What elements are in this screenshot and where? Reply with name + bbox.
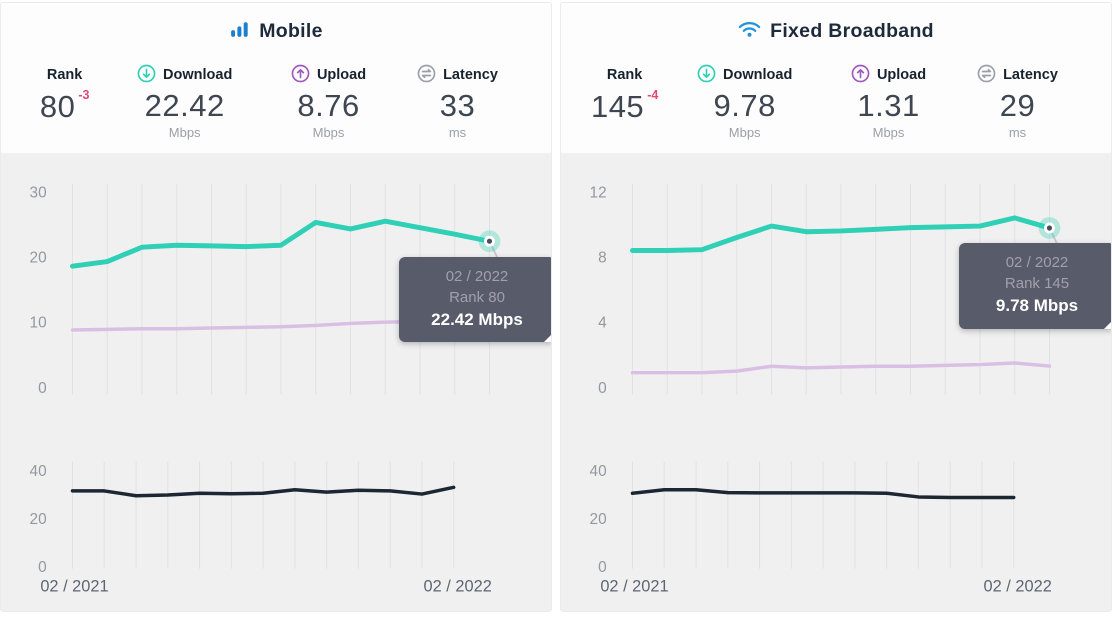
latency-value: 29 — [999, 88, 1036, 123]
stat-latency: Latency 29 ms — [958, 64, 1077, 141]
panel-title: Fixed Broadband — [770, 19, 934, 42]
latency-unit: ms — [1008, 125, 1027, 141]
y-tick-label: 20 — [590, 511, 607, 528]
download-icon — [137, 64, 156, 87]
upload-value: 8.76 — [297, 88, 360, 123]
fixed-chart-tooltip: 02 / 2022 Rank 145 9.78 Mbps — [959, 243, 1111, 330]
x-axis-end-label: 02 / 2022 — [984, 578, 1052, 596]
y-tick-label: 0 — [38, 559, 47, 576]
tooltip-date: 02 / 2022 — [1005, 254, 1069, 272]
upload-icon — [851, 64, 870, 87]
mobile-title-row: Mobile — [1, 16, 551, 46]
fixed-stats-row: Rank 145 -4 Download 9.78 Mbps — [561, 64, 1111, 141]
wifi-icon — [738, 19, 761, 43]
upload-series-line — [630, 361, 1052, 375]
mobile-stats-row: Rank 80 -3 Download 22.42 Mbps — [1, 64, 551, 141]
mobile-chart-zone: 0 10 20 30 0 20 40 02 / 2021 02 / 2022 02 / 202… — [1, 153, 552, 612]
tooltip-date: 02 / 2022 — [445, 267, 509, 285]
download-label: Download — [723, 67, 793, 83]
download-value: 9.78 — [713, 88, 776, 123]
stat-latency: Latency 33 ms — [398, 64, 517, 141]
rank-label: Rank — [46, 67, 83, 83]
stat-rank: Rank 145 -4 — [579, 65, 670, 140]
y-tick-label: 0 — [598, 380, 607, 397]
y-tick-label: 20 — [30, 511, 47, 528]
y-tick-label: 0 — [38, 380, 47, 397]
y-tick-label: 30 — [30, 184, 47, 201]
latency-value: 33 — [439, 88, 476, 123]
download-series-line — [70, 218, 492, 269]
y-tick-label: 8 — [598, 249, 607, 266]
stat-download: Download 22.42 Mbps — [110, 64, 259, 141]
upload-unit: Mbps — [312, 125, 345, 141]
upload-icon — [291, 64, 310, 87]
rank-label: Rank — [606, 67, 643, 83]
latency-icon — [977, 64, 996, 87]
y-tick-label: 12 — [590, 184, 607, 201]
marker-dot — [1046, 225, 1053, 231]
download-label: Download — [163, 67, 233, 83]
stat-upload: Upload 8.76 Mbps — [259, 64, 398, 141]
rank-value: 145 -4 — [590, 88, 659, 124]
fixed-header: Fixed Broadband Rank 145 -4 Download — [561, 3, 1111, 153]
latency-label: Latency — [1003, 67, 1058, 83]
tooltip-rank: Rank 145 — [1004, 275, 1070, 293]
tooltip-corner-fold — [544, 331, 551, 343]
x-axis-end-label: 02 / 2022 — [424, 578, 492, 596]
stat-upload: Upload 1.31 Mbps — [819, 64, 958, 141]
stat-download: Download 9.78 Mbps — [670, 64, 819, 141]
tooltip-value: 9.78 Mbps — [995, 296, 1079, 316]
download-series-line — [630, 215, 1052, 253]
mobile-bars-icon — [229, 18, 250, 44]
download-unit: Mbps — [728, 125, 761, 141]
mobile-header: Mobile Rank 80 -3 Download — [1, 3, 551, 153]
rank-delta: -4 — [647, 88, 659, 102]
panel-mobile: Mobile Rank 80 -3 Download — [0, 2, 552, 612]
fixed-title-row: Fixed Broadband — [561, 16, 1111, 46]
y-tick-label: 20 — [30, 249, 47, 266]
download-icon — [697, 64, 716, 87]
marker-dot — [486, 238, 493, 244]
upload-label: Upload — [876, 67, 927, 83]
upload-value: 1.31 — [857, 88, 920, 123]
y-tick-label: 0 — [598, 559, 607, 576]
rank-delta: -3 — [78, 88, 90, 102]
mobile-latency-chart[interactable]: 0 20 40 02 / 2021 02 / 2022 — [1, 453, 552, 612]
tooltip-value: 22.42 Mbps — [431, 309, 523, 329]
latency-series-line — [70, 485, 456, 498]
y-tick-label: 4 — [598, 315, 607, 332]
tooltip-rank: Rank 80 — [449, 288, 505, 306]
panel-title: Mobile — [259, 19, 323, 42]
upload-label: Upload — [316, 67, 367, 83]
y-tick-label: 40 — [30, 463, 47, 480]
fixed-latency-chart[interactable]: 0 20 40 02 / 2021 02 / 2022 — [561, 453, 1112, 612]
y-tick-label: 10 — [30, 315, 47, 332]
fixed-chart-zone: 0 4 8 12 0 20 40 02 / 2021 02 / 2022 02 / 2022 … — [561, 153, 1112, 612]
upload-unit: Mbps — [872, 125, 905, 141]
x-axis-start-label: 02 / 2021 — [600, 578, 668, 596]
rank-value: 80 -3 — [39, 88, 90, 124]
latency-unit: ms — [448, 125, 467, 141]
latency-series-line — [630, 487, 1016, 500]
download-unit: Mbps — [168, 125, 201, 141]
y-tick-label: 40 — [590, 463, 607, 480]
latency-label: Latency — [443, 67, 498, 83]
x-axis-start-label: 02 / 2021 — [40, 578, 108, 596]
tooltip-corner-fold — [1104, 318, 1111, 330]
latency-icon — [417, 64, 436, 87]
stat-rank: Rank 80 -3 — [19, 65, 110, 140]
panel-fixed-broadband: Fixed Broadband Rank 145 -4 Download — [560, 2, 1112, 612]
mobile-chart-tooltip: 02 / 2022 Rank 80 22.42 Mbps — [399, 256, 551, 343]
download-value: 22.42 — [144, 88, 225, 123]
